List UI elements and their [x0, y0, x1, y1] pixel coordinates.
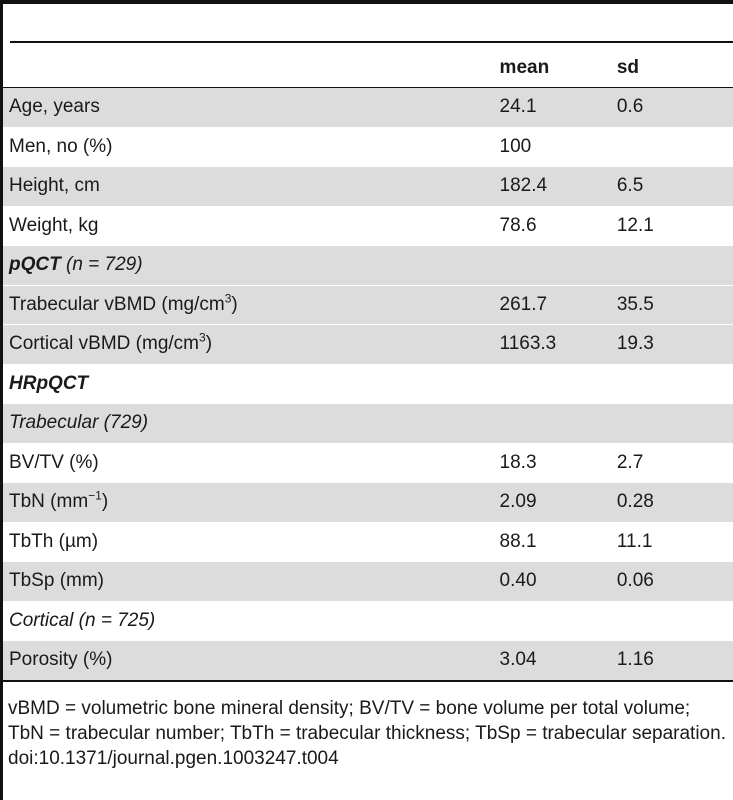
row-label-superscript: −1: [88, 488, 102, 503]
row-mean: 2.09: [499, 491, 537, 513]
row-sd: [617, 364, 733, 404]
row-label: Cortical vBMD (mg/cm3): [3, 325, 500, 365]
row-sd: [617, 404, 733, 444]
table-row: Cortical vBMD (mg/cm3) 1163.3 19.3: [3, 324, 733, 365]
row-mean: 18.3: [499, 451, 537, 473]
subsection-title: Cortical (n = 725): [9, 609, 156, 631]
doi-reference: doi:10.1371/journal.pgen.1003247.t004: [8, 748, 339, 769]
row-mean: 3.04: [499, 649, 537, 671]
row-sd: 11.1: [616, 530, 653, 552]
table-row: Porosity (%) 3.04 1.16: [3, 640, 733, 680]
table-header-row: mean sd: [3, 49, 733, 88]
row-mean: [500, 246, 617, 286]
row-mean: 0.40: [499, 570, 537, 592]
table-row: BV/TV (%) 18.3 2.7: [3, 443, 733, 483]
top-border-rule: [0, 0, 733, 4]
header-label-cell: [3, 49, 500, 88]
row-mean: 1163.3: [499, 333, 557, 355]
row-mean: 78.6: [499, 214, 537, 236]
row-mean: [500, 404, 617, 444]
table-row: Age, years 24.1 0.6: [3, 87, 733, 127]
header-mean: mean: [499, 57, 550, 78]
table-row: Height, cm 182.4 6.5: [3, 166, 733, 206]
table-row: TbN (mm−1) 2.09 0.28: [3, 482, 733, 523]
row-label: Weight, kg: [9, 214, 99, 236]
row-label: Trabecular vBMD (mg/cm3): [3, 285, 500, 325]
row-mean: 88.1: [499, 530, 537, 552]
row-mean: [500, 601, 617, 641]
row-sd: 12.1: [616, 214, 654, 236]
row-sd: 0.06: [616, 570, 654, 592]
header-rule: [10, 41, 733, 43]
row-label-text: Cortical vBMD (mg/cm: [9, 333, 200, 355]
row-sd: 35.5: [616, 293, 654, 315]
table-row: TbSp (mm) 0.40 0.06: [3, 561, 733, 601]
table-row: Weight, kg 78.6 12.1: [3, 206, 733, 246]
row-sd: 2.7: [616, 451, 644, 473]
row-label-suffix: ): [231, 293, 238, 315]
section-row-pqct: pQCT (n = 729): [3, 245, 733, 286]
table-row: Men, no (%) 100: [3, 127, 733, 167]
row-sd: 6.5: [616, 175, 644, 197]
section-title: HRpQCT: [9, 372, 89, 394]
row-label-superscript: 3: [224, 291, 232, 306]
row-sd: 0.28: [616, 491, 654, 513]
row-label-text: Trabecular vBMD (mg/cm: [9, 293, 225, 315]
row-label: Height, cm: [9, 175, 100, 197]
row-label: TbN (mm−1): [3, 483, 500, 523]
section-label: pQCT (n = 729): [3, 246, 500, 286]
section-title: pQCT: [9, 254, 61, 276]
row-sd: 19.3: [616, 333, 654, 355]
row-sd: 1.16: [616, 649, 654, 671]
subsection-title: Trabecular (729): [9, 412, 149, 434]
row-sd: [617, 601, 733, 641]
left-border-rule: [0, 0, 3, 800]
table-footnote: vBMD = volumetric bone mineral density; …: [8, 696, 728, 771]
row-label: Porosity (%): [9, 649, 113, 671]
row-mean: 261.7: [499, 293, 548, 315]
row-label: Age, years: [9, 96, 100, 118]
table-row: TbTh (µm) 88.1 11.1: [3, 522, 733, 562]
section-row-hrpqct: HRpQCT: [3, 364, 733, 404]
subsection-row-cortical: Cortical (n = 725): [3, 601, 733, 641]
row-label-suffix: ): [205, 333, 213, 355]
row-sd: 0.6: [616, 96, 644, 118]
section-count: (n = 729): [60, 254, 143, 276]
row-label: BV/TV (%): [9, 451, 99, 473]
row-label-text: TbN (mm: [9, 491, 89, 513]
row-mean: 24.1: [499, 96, 537, 118]
table-row: Trabecular vBMD (mg/cm3) 261.7 35.5: [3, 285, 733, 325]
row-mean: [500, 364, 617, 404]
results-table: mean sd Age, years 24.1 0.6 Men, no (%) …: [3, 49, 733, 680]
row-label-superscript: 3: [199, 330, 206, 345]
row-label: Men, no (%): [9, 135, 113, 157]
row-sd: [617, 127, 733, 167]
row-label: TbSp (mm): [9, 570, 104, 592]
row-mean: 182.4: [499, 175, 548, 197]
row-label: TbTh (µm): [9, 530, 99, 552]
header-sd: sd: [616, 57, 640, 78]
row-mean: 100: [499, 135, 532, 157]
footnote-text: vBMD = volumetric bone mineral density; …: [8, 698, 726, 744]
row-label-suffix: ): [101, 491, 109, 513]
row-sd: [617, 246, 733, 286]
table-bottom-rule: [3, 680, 733, 682]
subsection-row-trabecular: Trabecular (729): [3, 403, 733, 444]
